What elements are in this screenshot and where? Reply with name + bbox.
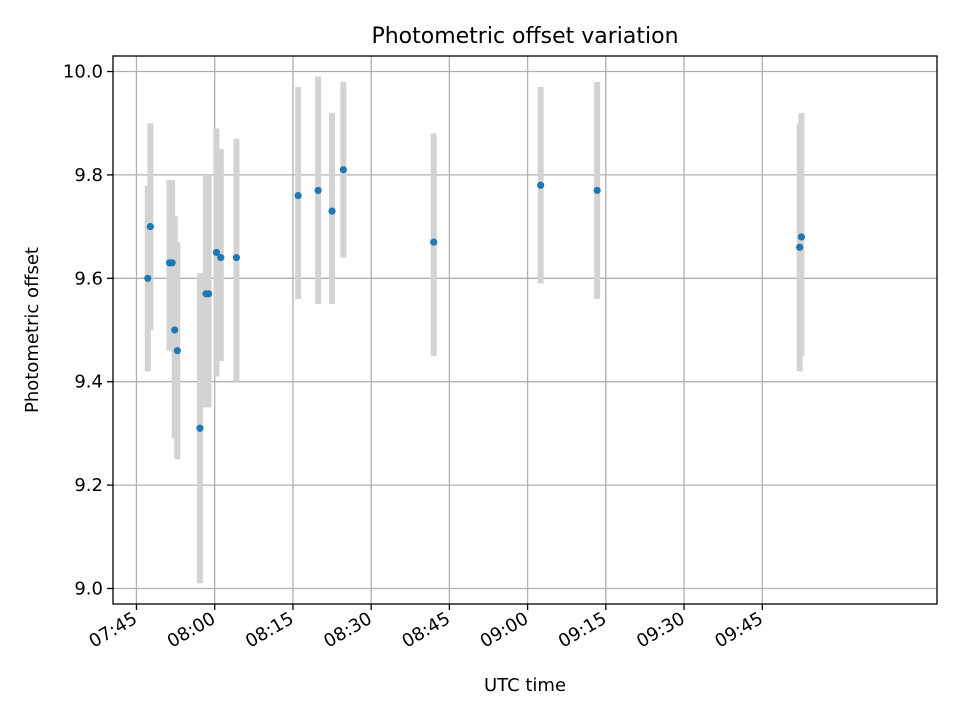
x-axis-ticks: 07:45 08:00 08:15 08:30 08:45 09:00 09:15 09:30… (86, 604, 767, 652)
y-axis-label: Photometric offset (22, 247, 43, 413)
y-axis-ticks: 9.0 9.2 9.4 9.6 9.8 10.0 (63, 62, 113, 599)
data-point (205, 290, 213, 298)
x-tick-label: 08:30 (320, 608, 375, 652)
point-layer (144, 166, 806, 432)
y-tick-label: 9.2 (74, 475, 103, 496)
data-point (430, 238, 438, 246)
data-point (339, 166, 347, 174)
data-point (173, 347, 181, 355)
data-point (593, 186, 601, 195)
data-point (217, 254, 225, 262)
y-tick-label: 10.0 (63, 62, 103, 83)
x-tick-label: 09:45 (711, 608, 766, 652)
plot-frame (112, 55, 938, 605)
data-point (232, 254, 241, 262)
y-tick-label: 9.4 (74, 372, 103, 393)
y-tick-label: 9.6 (74, 268, 103, 289)
data-point (294, 191, 302, 200)
data-point (171, 326, 179, 334)
x-axis-label: UTC time (484, 675, 566, 696)
x-tick-label: 09:15 (555, 608, 610, 652)
data-point (328, 207, 336, 215)
x-tick-label: 08:15 (242, 608, 297, 652)
data-point (144, 274, 152, 282)
x-tick-label: 07:45 (86, 608, 141, 652)
data-point (168, 259, 176, 267)
data-point (212, 248, 221, 257)
y-tick-label: 9.0 (74, 578, 103, 599)
data-point (796, 243, 804, 251)
y-tick-label: 9.8 (74, 165, 103, 186)
x-tick-label: 09:00 (477, 608, 532, 652)
chart-title: Photometric offset variation (371, 24, 678, 49)
data-point (537, 181, 545, 189)
x-tick-label: 08:45 (398, 608, 453, 652)
x-tick-label: 09:30 (633, 608, 688, 652)
errorbar-layer (144, 76, 805, 584)
data-point (146, 223, 154, 231)
data-point (196, 424, 204, 432)
data-point (797, 233, 806, 241)
x-tick-label: 08:00 (164, 608, 219, 652)
data-point (314, 186, 322, 195)
